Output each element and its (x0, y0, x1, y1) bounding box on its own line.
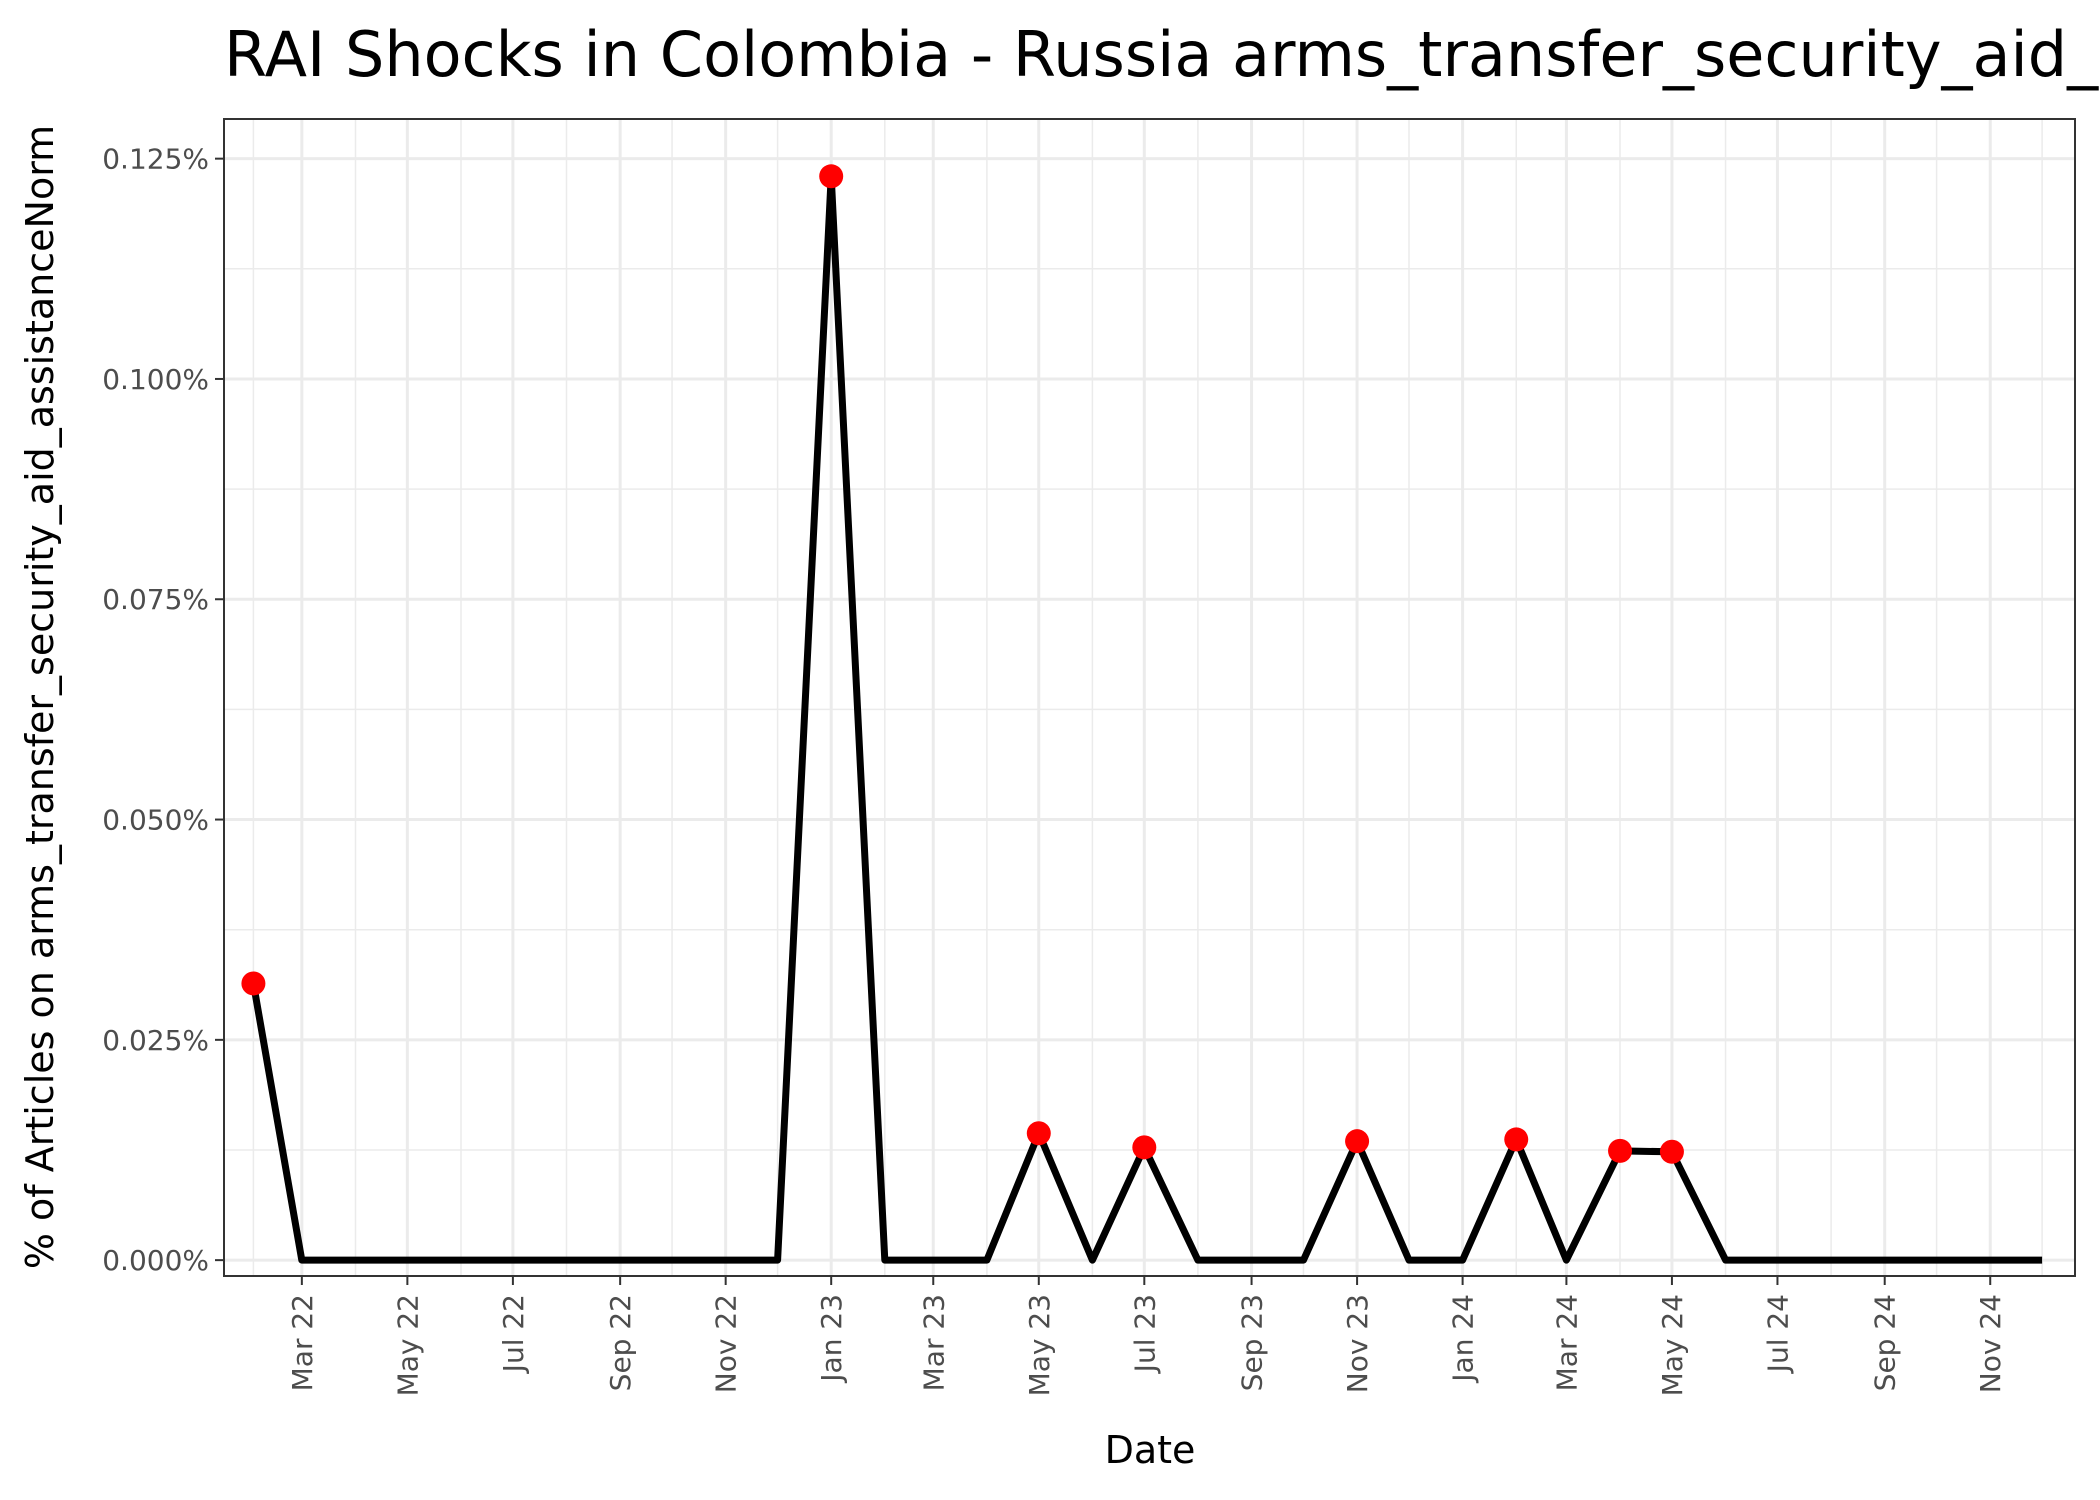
y-tick-label: 0.075% (102, 583, 209, 616)
x-tick-label: Sep 24 (1869, 1294, 1902, 1391)
shock-point (1659, 1139, 1684, 1164)
x-axis-title: Date (1105, 1428, 1196, 1472)
x-tick-label: Nov 23 (1341, 1294, 1374, 1393)
plot-border (223, 118, 2076, 1277)
y-tick-label: 0.125% (102, 143, 209, 176)
shock-point (1026, 1121, 1051, 1146)
x-tick-label: Jan 23 (815, 1294, 848, 1384)
x-tick-label: Nov 24 (1974, 1294, 2007, 1393)
chart-title: RAI Shocks in Colombia - Russia arms_tra… (224, 18, 2100, 91)
shock-point (1608, 1138, 1633, 1163)
y-tick-label: 0.050% (102, 804, 209, 837)
x-tick-label: Jul 24 (1761, 1294, 1794, 1374)
x-axis: Mar 22 May 22 Jul 22 Sep 22 Nov 22 Jan 23 Mar … (286, 1276, 2007, 1396)
x-tick-label: Mar 23 (917, 1294, 950, 1391)
x-tick-label: Sep 22 (604, 1294, 637, 1391)
y-tick-label: 0.100% (102, 363, 209, 396)
x-tick-label: May 22 (391, 1294, 424, 1396)
shock-point (1345, 1129, 1370, 1154)
y-tick-label: 0.000% (102, 1244, 209, 1277)
shock-point (1132, 1135, 1157, 1160)
plot-background (224, 119, 2075, 1276)
x-tick-label: May 23 (1023, 1294, 1056, 1396)
grid-major (224, 119, 2075, 1276)
x-tick-label: Mar 24 (1550, 1294, 1583, 1391)
x-tick-label: Sep 23 (1236, 1294, 1269, 1391)
y-axis: 0.000% 0.025% 0.050% 0.075% 0.100% 0.125% (102, 143, 224, 1277)
shock-point (1504, 1127, 1529, 1152)
shock-point (241, 971, 266, 996)
shock-points (241, 164, 1684, 1164)
x-tick-label: Jul 23 (1128, 1294, 1161, 1374)
x-tick-label: Mar 22 (286, 1294, 319, 1391)
y-tick-label: 0.025% (102, 1024, 209, 1057)
x-tick-label: May 24 (1656, 1294, 1689, 1396)
grid-minor (224, 119, 2075, 1276)
x-tick-label: Jul 22 (497, 1294, 530, 1374)
shock-point (819, 164, 844, 189)
x-tick-label: Jan 24 (1447, 1294, 1480, 1384)
y-axis-title: % of Articles on arms_transfer_security_… (18, 125, 62, 1269)
x-tick-label: Nov 22 (710, 1294, 743, 1393)
